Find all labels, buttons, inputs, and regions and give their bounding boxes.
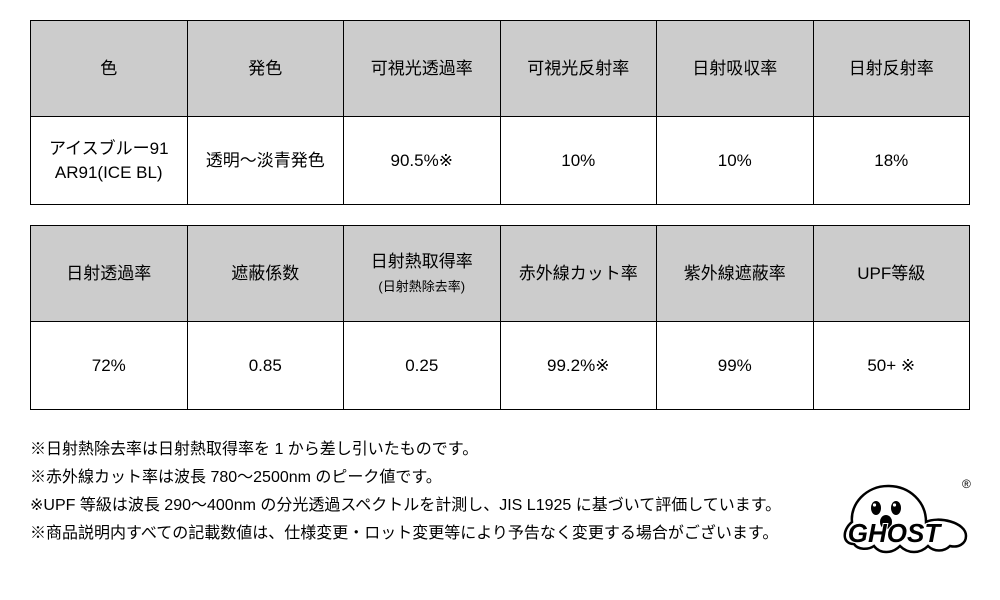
td-solar-reflect: 18% bbox=[813, 117, 970, 205]
note-line: ※赤外線カット率は波長 780～2500nm のピーク値です。 bbox=[30, 464, 970, 492]
th-color: 色 bbox=[31, 21, 188, 117]
th-solar-reflect: 日射反射率 bbox=[813, 21, 970, 117]
th-solar-absorb: 日射吸収率 bbox=[657, 21, 814, 117]
notes-block: ※日射熱除去率は日射熱取得率を 1 から差し引いたものです。 ※赤外線カット率は… bbox=[30, 436, 970, 548]
th-solar-trans: 日射透過率 bbox=[31, 226, 188, 322]
spec-table-2: 日射透過率 遮蔽係数 日射熱取得率 (日射熱除去率) 赤外線カット率 紫外線遮蔽… bbox=[30, 225, 970, 410]
td-solar-absorb: 10% bbox=[657, 117, 814, 205]
th-shading-coef: 遮蔽係数 bbox=[187, 226, 344, 322]
td-ir-cut: 99.2%※ bbox=[500, 322, 657, 410]
table-header-row: 日射透過率 遮蔽係数 日射熱取得率 (日射熱除去率) 赤外線カット率 紫外線遮蔽… bbox=[31, 226, 970, 322]
th-upf: UPF等級 bbox=[813, 226, 970, 322]
table-row: 72% 0.85 0.25 99.2%※ 99% 50+ ※ bbox=[31, 322, 970, 410]
th-ir-cut: 赤外線カット率 bbox=[500, 226, 657, 322]
td-shgc: 0.25 bbox=[344, 322, 501, 410]
td-shading-coef: 0.85 bbox=[187, 322, 344, 410]
color-name-line2: AR91(ICE BL) bbox=[55, 163, 163, 182]
td-solar-trans: 72% bbox=[31, 322, 188, 410]
td-uv-block: 99% bbox=[657, 322, 814, 410]
note-line: ※商品説明内すべての記載数値は、仕様変更・ロット変更等により予告なく変更する場合… bbox=[30, 520, 970, 548]
table-row: アイスブルー91 AR91(ICE BL) 透明～淡青発色 90.5%※ 10%… bbox=[31, 117, 970, 205]
note-line: ※日射熱除去率は日射熱取得率を 1 から差し引いたものです。 bbox=[30, 436, 970, 464]
td-coloration: 透明～淡青発色 bbox=[187, 117, 344, 205]
svg-text:®: ® bbox=[962, 477, 971, 491]
ghost-logo: ® GHOST bbox=[832, 472, 972, 562]
th-coloration: 発色 bbox=[187, 21, 344, 117]
th-vlr: 可視光反射率 bbox=[500, 21, 657, 117]
table-gap bbox=[30, 205, 970, 225]
th-uv-block: 紫外線遮蔽率 bbox=[657, 226, 814, 322]
table-header-row: 色 発色 可視光透過率 可視光反射率 日射吸収率 日射反射率 bbox=[31, 21, 970, 117]
th-shgc: 日射熱取得率 (日射熱除去率) bbox=[344, 226, 501, 322]
note-line: ※UPF 等級は波長 290～400nm の分光透過スペクトルを計測し、JIS … bbox=[30, 492, 970, 520]
td-color: アイスブルー91 AR91(ICE BL) bbox=[31, 117, 188, 205]
color-name-line1: アイスブルー91 bbox=[49, 139, 169, 158]
spec-table-1: 色 発色 可視光透過率 可視光反射率 日射吸収率 日射反射率 アイスブルー91 … bbox=[30, 20, 970, 205]
td-vlt: 90.5%※ bbox=[344, 117, 501, 205]
td-upf: 50+ ※ bbox=[813, 322, 970, 410]
shgc-line2: (日射熱除去率) bbox=[378, 279, 465, 294]
shgc-line1: 日射熱取得率 bbox=[371, 252, 473, 271]
th-vlt: 可視光透過率 bbox=[344, 21, 501, 117]
logo-text: GHOST bbox=[848, 518, 943, 548]
td-vlr: 10% bbox=[500, 117, 657, 205]
